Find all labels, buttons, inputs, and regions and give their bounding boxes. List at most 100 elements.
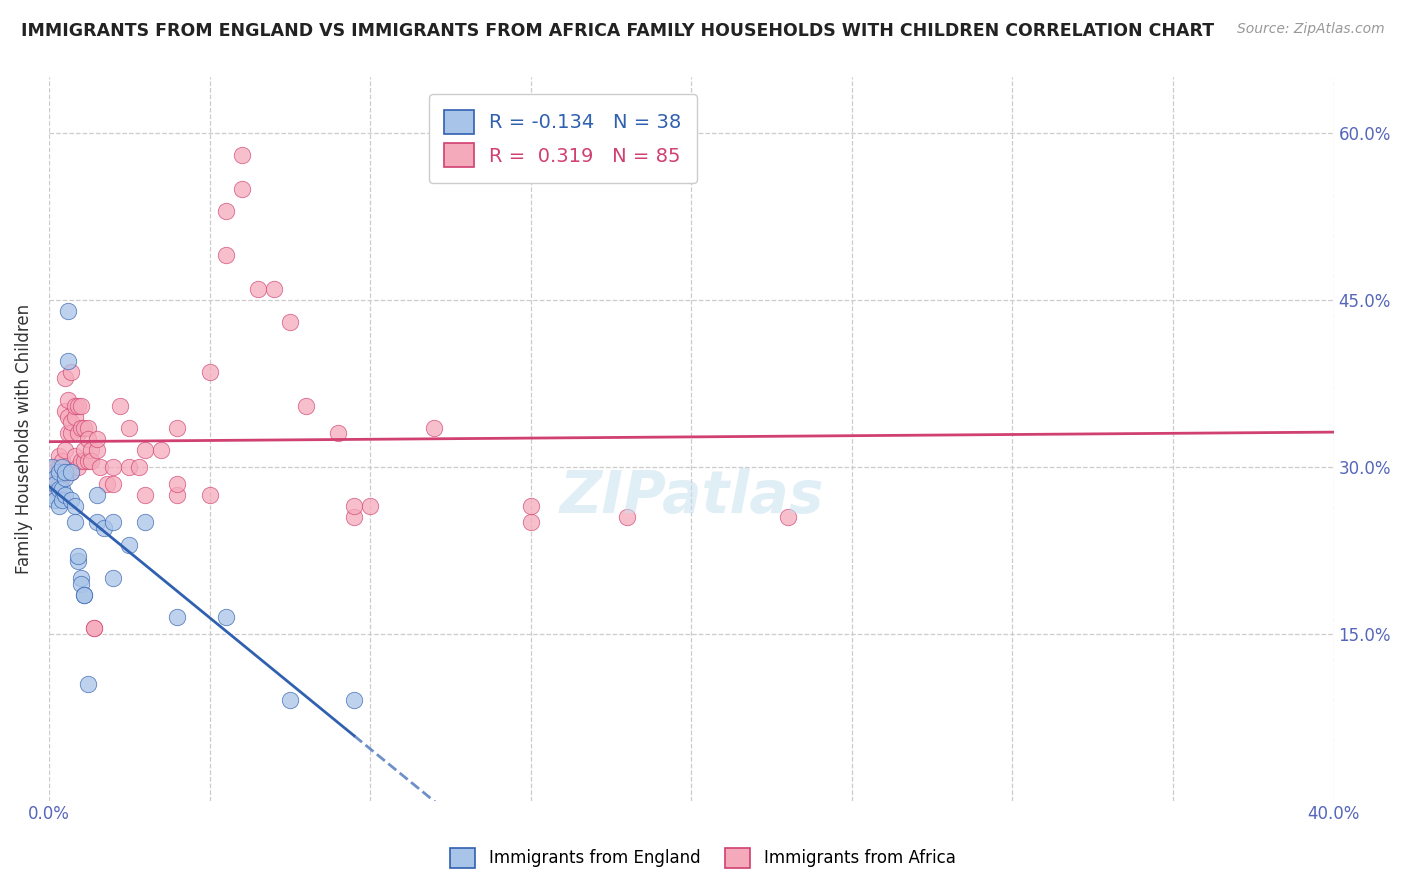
Point	[108, 399, 131, 413]
Legend: R = -0.134   N = 38, R =  0.319   N = 85: R = -0.134 N = 38, R = 0.319 N = 85	[429, 95, 697, 183]
Point	[66, 554, 89, 568]
Point	[134, 516, 156, 530]
Point	[58, 466, 80, 480]
Point	[776, 509, 799, 524]
Point	[150, 443, 173, 458]
Point	[70, 454, 93, 468]
Point	[58, 304, 80, 318]
Point	[70, 571, 93, 585]
Point	[134, 488, 156, 502]
Point	[343, 509, 366, 524]
Point	[58, 426, 80, 441]
Point	[198, 365, 221, 379]
Point	[60, 493, 83, 508]
Point	[51, 454, 73, 468]
Point	[70, 421, 93, 435]
Point	[86, 516, 108, 530]
Point	[60, 365, 83, 379]
Text: ZIPatlas: ZIPatlas	[560, 468, 824, 525]
Point	[118, 421, 141, 435]
Point	[66, 459, 89, 474]
Point	[41, 459, 63, 474]
Point	[103, 476, 125, 491]
Point	[44, 459, 66, 474]
Point	[166, 476, 188, 491]
Point	[343, 693, 366, 707]
Point	[48, 482, 70, 496]
Legend: Immigrants from England, Immigrants from Africa: Immigrants from England, Immigrants from…	[444, 841, 962, 875]
Point	[86, 488, 108, 502]
Point	[48, 459, 70, 474]
Point	[76, 432, 98, 446]
Point	[423, 421, 446, 435]
Point	[53, 488, 76, 502]
Point	[53, 466, 76, 480]
Point	[103, 459, 125, 474]
Point	[134, 443, 156, 458]
Point	[76, 677, 98, 691]
Point	[51, 471, 73, 485]
Point	[231, 182, 253, 196]
Point	[76, 454, 98, 468]
Point	[44, 471, 66, 485]
Point	[60, 426, 83, 441]
Point	[51, 466, 73, 480]
Point	[66, 549, 89, 563]
Point	[86, 443, 108, 458]
Point	[63, 516, 86, 530]
Point	[263, 282, 285, 296]
Point	[58, 409, 80, 424]
Point	[66, 399, 89, 413]
Point	[48, 499, 70, 513]
Point	[73, 454, 96, 468]
Point	[118, 459, 141, 474]
Point	[41, 488, 63, 502]
Point	[231, 148, 253, 162]
Point	[66, 426, 89, 441]
Point	[48, 466, 70, 480]
Point	[83, 621, 105, 635]
Point	[44, 466, 66, 480]
Point	[359, 499, 381, 513]
Point	[616, 509, 638, 524]
Point	[198, 488, 221, 502]
Point	[214, 248, 236, 262]
Point	[214, 610, 236, 624]
Point	[44, 493, 66, 508]
Point	[60, 466, 83, 480]
Point	[60, 466, 83, 480]
Point	[80, 454, 103, 468]
Point	[63, 449, 86, 463]
Point	[51, 459, 73, 474]
Point	[44, 471, 66, 485]
Point	[118, 538, 141, 552]
Point	[48, 476, 70, 491]
Point	[41, 466, 63, 480]
Point	[519, 499, 541, 513]
Point	[63, 499, 86, 513]
Text: Source: ZipAtlas.com: Source: ZipAtlas.com	[1237, 22, 1385, 37]
Point	[96, 476, 118, 491]
Point	[48, 466, 70, 480]
Point	[58, 393, 80, 408]
Point	[51, 482, 73, 496]
Point	[48, 471, 70, 485]
Point	[53, 443, 76, 458]
Point	[70, 399, 93, 413]
Point	[214, 203, 236, 218]
Point	[103, 571, 125, 585]
Point	[80, 443, 103, 458]
Point	[44, 476, 66, 491]
Point	[53, 471, 76, 485]
Point	[166, 488, 188, 502]
Point	[128, 459, 150, 474]
Point	[53, 371, 76, 385]
Point	[89, 459, 111, 474]
Point	[41, 476, 63, 491]
Point	[83, 621, 105, 635]
Point	[44, 482, 66, 496]
Point	[60, 415, 83, 429]
Point	[53, 404, 76, 418]
Y-axis label: Family Households with Children: Family Households with Children	[15, 304, 32, 574]
Point	[278, 693, 301, 707]
